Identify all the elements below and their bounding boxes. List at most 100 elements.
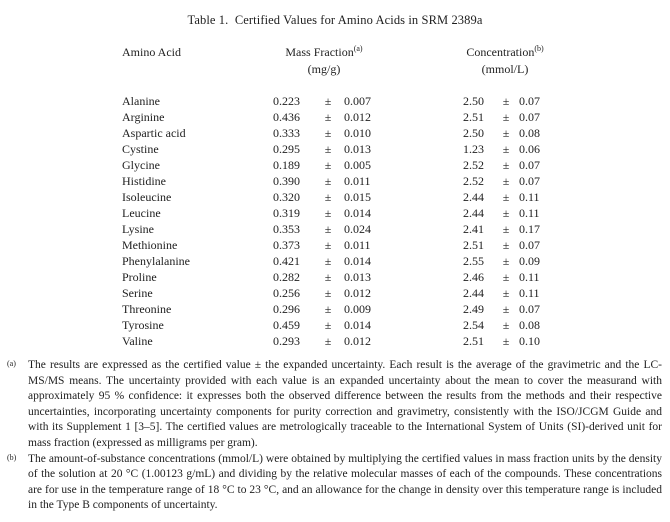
concentration-label: Concentration xyxy=(466,45,535,59)
mass-fraction-uncertainty: 0.007 xyxy=(344,94,371,108)
concentration-value: 2.44 xyxy=(463,286,484,300)
table-body: Alanine 0.223 ± 0.007 2.50 ± 0.07 Argini… xyxy=(122,93,582,349)
mass-fraction-value: 0.223 xyxy=(273,94,300,108)
plus-minus-sign: ± xyxy=(324,142,332,156)
plus-minus-sign: ± xyxy=(502,254,510,268)
table-row: Serine 0.256 ± 0.012 2.44 ± 0.11 xyxy=(122,285,582,301)
amino-acid-name: Proline xyxy=(122,270,157,284)
plus-minus-sign: ± xyxy=(502,94,510,108)
concentration-value: 2.44 xyxy=(463,206,484,220)
mass-fraction-value: 0.373 xyxy=(273,238,300,252)
mass-fraction-value: 0.295 xyxy=(273,142,300,156)
amino-acid-name: Glycine xyxy=(122,158,160,172)
concentration-value: 2.51 xyxy=(463,110,484,124)
mass-fraction-label: Mass Fraction xyxy=(285,45,354,59)
amino-acid-name: Tyrosine xyxy=(122,318,164,332)
table-row: Cystine 0.295 ± 0.013 1.23 ± 0.06 xyxy=(122,141,582,157)
column-gap xyxy=(394,333,463,349)
column-gap xyxy=(394,205,463,221)
amino-acid-name: Threonine xyxy=(122,302,172,316)
amino-acid-name: Alanine xyxy=(122,94,160,108)
mass-fraction-value: 0.319 xyxy=(273,206,300,220)
concentration-uncertainty: 0.17 xyxy=(519,222,540,236)
concentration-value: 2.49 xyxy=(463,302,484,316)
mass-fraction-value: 0.421 xyxy=(273,254,300,268)
concentration-value: 2.41 xyxy=(463,222,484,236)
plus-minus-sign: ± xyxy=(502,222,510,236)
concentration-value: 2.52 xyxy=(463,174,484,188)
mass-fraction-uncertainty: 0.011 xyxy=(344,238,371,252)
concentration-uncertainty: 0.07 xyxy=(519,302,540,316)
mass-fraction-value: 0.189 xyxy=(273,158,300,172)
table-row: Arginine 0.436 ± 0.012 2.51 ± 0.07 xyxy=(122,109,582,125)
table-row: Phenylalanine 0.421 ± 0.014 2.55 ± 0.09 xyxy=(122,253,582,269)
column-header-mass-fraction: Mass Fraction(a) (mg/g) xyxy=(268,44,380,77)
column-gap xyxy=(394,141,463,157)
footnotes: (a) The results are expressed as the cer… xyxy=(7,358,662,514)
concentration-value: 2.55 xyxy=(463,254,484,268)
mass-fraction-uncertainty: 0.005 xyxy=(344,158,371,172)
concentration-value: 1.23 xyxy=(463,142,484,156)
concentration-value: 2.54 xyxy=(463,318,484,332)
column-header-amino-acid: Amino Acid xyxy=(122,45,181,59)
amino-acid-name: Methionine xyxy=(122,238,178,252)
column-gap xyxy=(394,285,463,301)
concentration-uncertainty: 0.07 xyxy=(519,238,540,252)
plus-minus-sign: ± xyxy=(324,334,332,348)
plus-minus-sign: ± xyxy=(324,222,332,236)
amino-acid-name: Leucine xyxy=(122,206,161,220)
plus-minus-sign: ± xyxy=(502,190,510,204)
table-row: Proline 0.282 ± 0.013 2.46 ± 0.11 xyxy=(122,269,582,285)
plus-minus-sign: ± xyxy=(502,126,510,140)
concentration-value: 2.50 xyxy=(463,126,484,140)
concentration-value: 2.52 xyxy=(463,158,484,172)
table-row: Tyrosine 0.459 ± 0.014 2.54 ± 0.08 xyxy=(122,317,582,333)
plus-minus-sign: ± xyxy=(502,334,510,348)
mass-fraction-uncertainty: 0.015 xyxy=(344,190,371,204)
concentration-uncertainty: 0.08 xyxy=(519,318,540,332)
plus-minus-sign: ± xyxy=(324,190,332,204)
plus-minus-sign: ± xyxy=(502,174,510,188)
column-gap xyxy=(394,173,463,189)
concentration-uncertainty: 0.11 xyxy=(519,206,540,220)
concentration-value: 2.44 xyxy=(463,190,484,204)
plus-minus-sign: ± xyxy=(324,174,332,188)
column-gap xyxy=(394,109,463,125)
footnote-b-reference: (b) xyxy=(534,44,544,53)
concentration-uncertainty: 0.08 xyxy=(519,126,540,140)
plus-minus-sign: ± xyxy=(324,158,332,172)
concentration-uncertainty: 0.11 xyxy=(519,190,540,204)
concentration-value: 2.46 xyxy=(463,270,484,284)
table-title: Table 1. Certified Values for Amino Acid… xyxy=(187,13,483,27)
footnote-a: (a) The results are expressed as the cer… xyxy=(7,358,662,452)
amino-acid-name: Phenylalanine xyxy=(122,254,190,268)
amino-acid-name: Lysine xyxy=(122,222,154,236)
plus-minus-sign: ± xyxy=(502,238,510,252)
concentration-uncertainty: 0.09 xyxy=(519,254,540,268)
mass-fraction-uncertainty: 0.009 xyxy=(344,302,371,316)
plus-minus-sign: ± xyxy=(502,270,510,284)
plus-minus-sign: ± xyxy=(324,286,332,300)
amino-acid-name: Cystine xyxy=(122,142,159,156)
mass-fraction-value: 0.390 xyxy=(273,174,300,188)
table-row: Threonine 0.296 ± 0.009 2.49 ± 0.07 xyxy=(122,301,582,317)
concentration-uncertainty: 0.07 xyxy=(519,110,540,124)
footnote-b: (b) The amount-of-substance concentratio… xyxy=(7,452,662,514)
concentration-uncertainty: 0.06 xyxy=(519,142,540,156)
table-row: Leucine 0.319 ± 0.014 2.44 ± 0.11 xyxy=(122,205,582,221)
plus-minus-sign: ± xyxy=(324,126,332,140)
column-header-concentration: Concentration(b) (mmol/L) xyxy=(455,44,555,77)
mass-fraction-value: 0.256 xyxy=(273,286,300,300)
concentration-uncertainty: 0.11 xyxy=(519,286,540,300)
column-gap xyxy=(394,301,463,317)
mass-fraction-unit: (mg/g) xyxy=(307,61,341,76)
plus-minus-sign: ± xyxy=(324,110,332,124)
plus-minus-sign: ± xyxy=(502,286,510,300)
table-row: Isoleucine 0.320 ± 0.015 2.44 ± 0.11 xyxy=(122,189,582,205)
mass-fraction-uncertainty: 0.014 xyxy=(344,206,371,220)
mass-fraction-value: 0.333 xyxy=(273,126,300,140)
plus-minus-sign: ± xyxy=(324,238,332,252)
footnote-a-reference: (a) xyxy=(353,44,363,53)
mass-fraction-header-line: Mass Fraction(a) xyxy=(268,44,380,61)
mass-fraction-value: 0.293 xyxy=(273,334,300,348)
